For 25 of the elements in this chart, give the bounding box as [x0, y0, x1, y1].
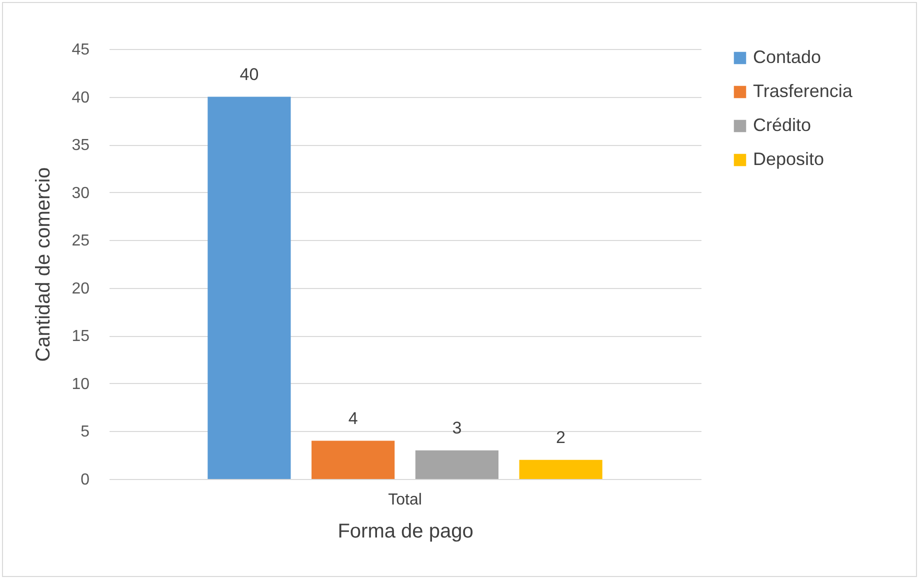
x-tick-label: Total — [388, 492, 422, 508]
bar — [312, 440, 395, 479]
y-tick-label: 35 — [72, 137, 90, 154]
legend-label: Crédito — [753, 115, 812, 135]
y-tick-label: 45 — [72, 42, 90, 58]
data-label: 40 — [240, 64, 259, 84]
y-tick-label: 5 — [80, 424, 90, 441]
bar — [519, 460, 602, 479]
bar — [208, 96, 291, 479]
data-label: 2 — [556, 428, 566, 447]
x-axis-title: Forma de pago — [338, 520, 474, 542]
data-label: 4 — [348, 408, 358, 428]
y-tick-label: 30 — [72, 184, 90, 202]
legend-label: Trasferencia — [753, 81, 854, 101]
y-tick-label: 0 — [80, 472, 90, 488]
y-tick-label: 25 — [72, 232, 90, 250]
y-axis-title: Cantidad de comercio — [32, 167, 55, 362]
y-tick-label: 15 — [72, 328, 90, 346]
y-tick-label: 20 — [72, 280, 90, 298]
bar — [415, 450, 498, 479]
data-label: 3 — [452, 418, 462, 438]
y-tick-label: 10 — [72, 376, 90, 393]
y-tick-label: 40 — [72, 89, 90, 106]
legend-label: Contado — [753, 47, 822, 67]
legend-label: Deposito — [753, 149, 824, 169]
